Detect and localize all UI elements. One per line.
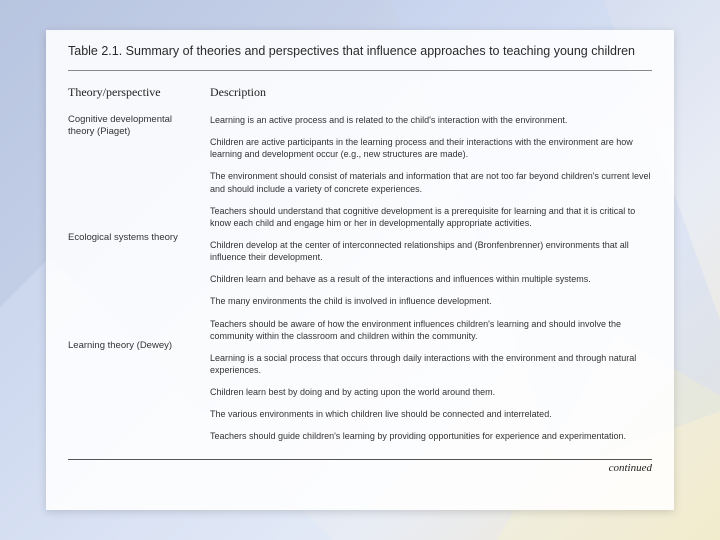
column-theory: Theory/perspective Cognitive development… xyxy=(68,85,196,453)
continued-label: continued xyxy=(68,462,652,474)
desc-para: Children develop at the center of interc… xyxy=(210,239,652,263)
column-description: Description Learning is an active proces… xyxy=(210,85,652,453)
desc-para: Learning is a social process that occurs… xyxy=(210,352,652,376)
desc-para: The various environments in which childr… xyxy=(210,408,652,420)
table-title: Table 2.1. Summary of theories and persp… xyxy=(68,44,652,58)
desc-para: Teachers should be aware of how the envi… xyxy=(210,318,652,342)
desc-para: Children learn and behave as a result of… xyxy=(210,273,652,285)
desc-para: The environment should consist of materi… xyxy=(210,170,652,194)
slide-panel: Table 2.1. Summary of theories and persp… xyxy=(46,30,674,510)
desc-para: Children learn best by doing and by acti… xyxy=(210,386,652,398)
rule-bottom xyxy=(68,459,652,460)
theory-name: Ecological systems theory xyxy=(68,232,196,244)
rule-top xyxy=(68,70,652,71)
desc-para: Teachers should guide children's learnin… xyxy=(210,430,652,442)
header-theory: Theory/perspective xyxy=(68,85,196,100)
header-description: Description xyxy=(210,85,652,100)
desc-para: The many environments the child is invol… xyxy=(210,295,652,307)
desc-para: Teachers should understand that cognitiv… xyxy=(210,205,652,229)
theory-table: Theory/perspective Cognitive development… xyxy=(68,85,652,453)
desc-para: Learning is an active process and is rel… xyxy=(210,114,652,126)
desc-para: Children are active participants in the … xyxy=(210,136,652,160)
theory-name: Learning theory (Dewey) xyxy=(68,340,196,352)
